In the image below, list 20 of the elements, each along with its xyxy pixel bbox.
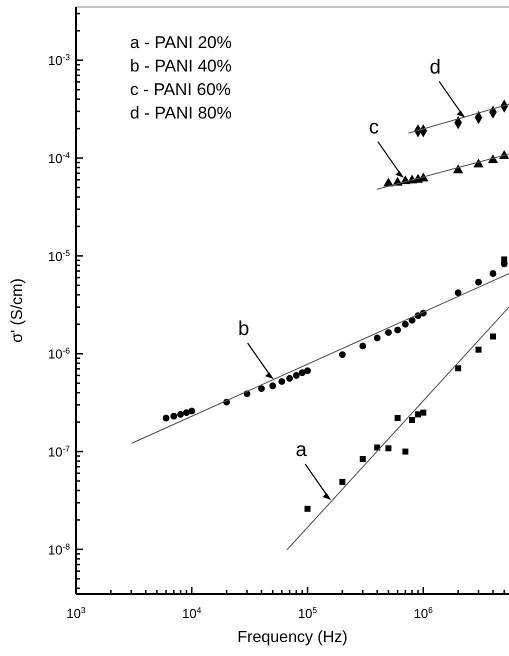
annotation: b: [238, 318, 250, 340]
y-tick-label: 10$^{-4}$: [48, 150, 70, 166]
x-tick-label: 10$^{4}$: [182, 605, 202, 621]
y-tick-label: 10$^{-6}$: [48, 346, 70, 362]
annotation: d: [430, 56, 441, 78]
y-tick-label: 10$^{-8}$: [48, 541, 70, 558]
y-axis-title: σ' (S/cm): [9, 278, 26, 343]
annotation: d - PANI 80%: [130, 104, 232, 122]
y-tick-label: 10$^{-7}$: [48, 444, 70, 460]
annotation: a - PANI 20%: [130, 33, 232, 52]
x-tick-label: 10$^{6}$: [414, 605, 434, 621]
x-tick-label: 10$^{5}$: [298, 605, 318, 621]
annotation: c - PANI 60%: [130, 80, 231, 99]
y-tick-label: 10$^{-5}$: [48, 248, 70, 264]
annotation: c: [368, 116, 379, 139]
y-tick-label: 10$^{-3}$: [48, 52, 70, 68]
annotation: a: [296, 438, 308, 461]
annotation: b - PANI 40%: [130, 56, 232, 76]
x-axis-title: Frequency (Hz): [237, 629, 348, 646]
x-tick-label: 10$^{3}$: [66, 605, 86, 621]
